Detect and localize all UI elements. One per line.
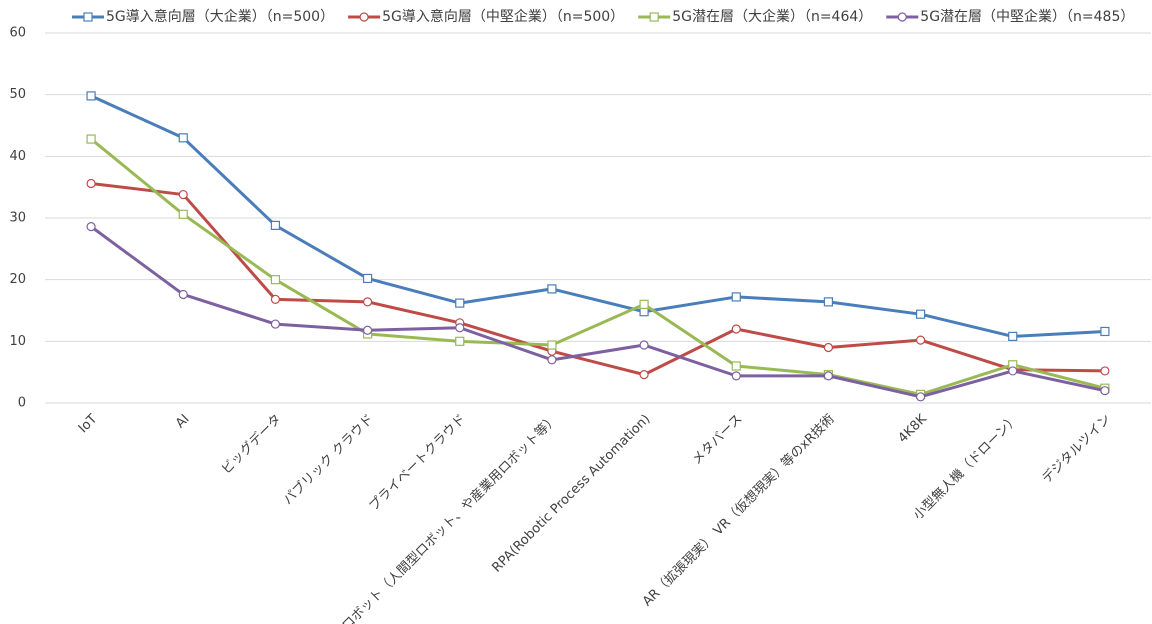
point (915, 392, 926, 402)
legend-label: 5G潜在層（中堅企業）（n=485） (920, 8, 1134, 25)
point (270, 275, 281, 285)
point (455, 336, 465, 346)
line (90, 181, 1105, 377)
legend-item: 5G潜在層（中堅企業）（n=485） (886, 8, 1134, 25)
series (86, 178, 1110, 380)
legend-item: 5G導入意向層（大企業）（n=500） (72, 8, 334, 25)
point (639, 370, 649, 380)
point (1008, 331, 1018, 341)
x-tick-label: パブリック クラウド (280, 411, 377, 508)
y-tick-label: 30 (9, 211, 26, 226)
x-tick-label: デジタルツイン (1039, 411, 1114, 486)
point (86, 134, 96, 144)
y-tick-label: 60 (9, 26, 26, 41)
point (823, 297, 834, 307)
point (362, 297, 373, 307)
point (823, 371, 834, 381)
point (1100, 366, 1110, 376)
x-tick-label: RPA(Robotic Process Automation) (489, 412, 653, 576)
point (270, 294, 281, 304)
x-tick-label: 4K8K (896, 411, 931, 446)
y-tick-label: 50 (9, 87, 26, 102)
line (90, 94, 1106, 338)
series (86, 222, 1110, 402)
y-tick-label: 40 (9, 149, 26, 164)
x-tick-label: AR（拡張現実） VR（仮想現実）等のxR技術 (639, 411, 837, 609)
x-tick-label: AI (173, 412, 193, 432)
point (915, 309, 926, 319)
point (270, 319, 281, 329)
legend-marker (897, 12, 907, 22)
x-tick-label: プライベートクラウド (367, 412, 470, 515)
point (178, 189, 188, 200)
y-tick-label: 0 (18, 396, 26, 411)
point (455, 323, 465, 333)
line (90, 137, 1106, 396)
y-tick-label: 20 (9, 272, 26, 287)
point (455, 298, 465, 308)
legend-label: 5G導入意向層（中堅企業）（n=500） (382, 8, 624, 25)
point (86, 178, 96, 189)
point (1008, 366, 1018, 376)
point (731, 324, 741, 334)
point (639, 299, 649, 309)
point (362, 325, 373, 335)
point (639, 340, 649, 350)
point (547, 355, 557, 365)
series (86, 134, 1110, 399)
legend-item: 5G導入意向層（中堅企業）（n=500） (348, 8, 624, 25)
legend-item: 5G潜在層（大企業）（n=464） (638, 8, 872, 25)
point (178, 209, 188, 219)
point (86, 91, 96, 101)
point (1100, 326, 1110, 337)
line (90, 225, 1106, 399)
series (86, 91, 1110, 341)
y-tick-label: 10 (9, 334, 26, 349)
point (362, 273, 373, 284)
x-tick-label: IoT (76, 412, 101, 437)
point (270, 220, 281, 230)
point (731, 292, 741, 302)
point (731, 371, 741, 381)
legend-marker (649, 12, 659, 22)
x-tick-label: 小型無人機（ドローン） (911, 412, 1022, 523)
point (731, 361, 741, 371)
x-tick-label: ビッグデータ (218, 411, 284, 477)
point (1100, 386, 1110, 396)
x-tick-label: メタバース (689, 412, 745, 468)
point (178, 133, 188, 143)
point (547, 284, 557, 294)
point (915, 335, 926, 345)
legend-marker (83, 12, 93, 22)
legend-label: 5G導入意向層（大企業）（n=500） (106, 8, 334, 25)
point (823, 342, 834, 353)
legend-marker (359, 12, 369, 22)
point (86, 222, 96, 232)
point (639, 307, 649, 317)
legend-label: 5G潜在層（大企業）（n=464） (672, 8, 872, 25)
point (178, 289, 188, 300)
x-tick-label: ロボット（人間型ロボット、や産業用ロボット等） (339, 411, 562, 624)
point (547, 340, 557, 350)
